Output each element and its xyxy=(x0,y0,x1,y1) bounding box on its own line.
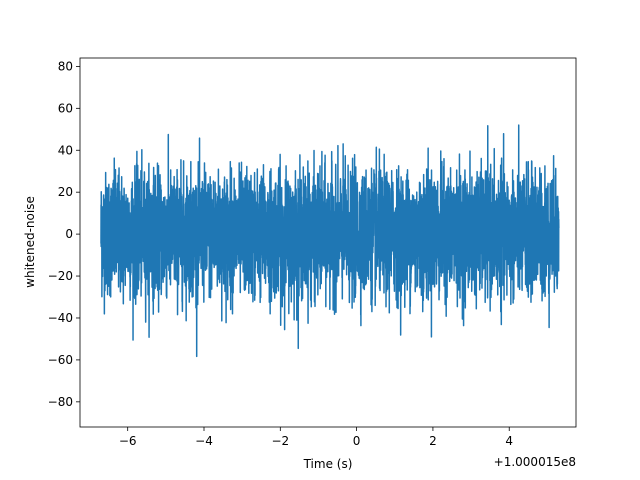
plot-frame xyxy=(79,57,577,428)
y-tick-label: −60 xyxy=(48,353,73,367)
x-offset-label: +1.000015e8 xyxy=(494,455,576,469)
x-tick-label: 2 xyxy=(429,434,437,448)
y-tick-label: 0 xyxy=(65,227,73,241)
y-tick-label: 20 xyxy=(58,185,73,199)
y-tick-label: −40 xyxy=(48,311,73,325)
y-tick-label: 40 xyxy=(58,143,73,157)
x-axis: −6 −4 −2 0 2 4 xyxy=(119,427,513,448)
x-tick-label: 4 xyxy=(505,434,513,448)
series-line xyxy=(100,124,560,358)
x-axis-label: Time (s) xyxy=(303,457,353,471)
y-tick-label: 60 xyxy=(58,101,73,115)
x-tick-label: −6 xyxy=(119,434,137,448)
x-tick-label: −2 xyxy=(271,434,289,448)
y-tick-label: −80 xyxy=(48,395,73,409)
series-group xyxy=(100,124,560,358)
y-tick-label: 80 xyxy=(58,59,73,73)
y-tick-label: −20 xyxy=(48,269,73,283)
x-tick-label: −4 xyxy=(195,434,213,448)
y-axis: −80 −60 −40 −20 0 20 40 60 80 xyxy=(48,59,80,409)
y-axis-label: whitened-noise xyxy=(23,196,37,288)
x-tick-label: 0 xyxy=(353,434,361,448)
